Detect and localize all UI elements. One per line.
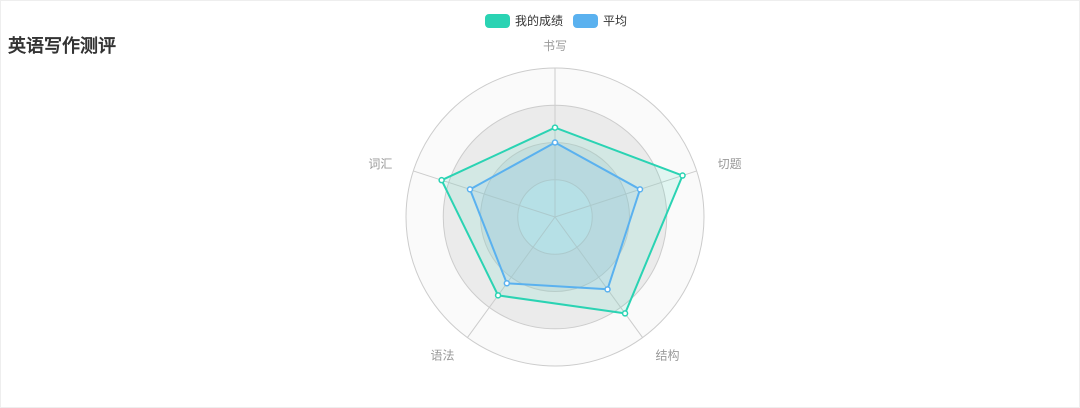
page-title: 英语写作测评 <box>8 36 116 57</box>
series-1-point-0[interactable] <box>551 139 559 146</box>
axis-label-2: 结构 <box>656 347 680 362</box>
series-1-point-3[interactable] <box>503 280 511 287</box>
axis-label-3: 语法 <box>430 348 454 362</box>
series-1-point-4[interactable] <box>466 186 474 193</box>
axis-line-4 <box>413 170 556 218</box>
axis-label-4: 词汇 <box>368 157 392 171</box>
legend-item-1[interactable]: 平均 <box>573 14 627 28</box>
series-0-point-2[interactable] <box>621 310 629 317</box>
legend-item-0[interactable]: 我的成绩 <box>485 13 563 28</box>
legend-swatch-0 <box>485 14 510 28</box>
radar-series <box>438 124 686 317</box>
axis-line-3 <box>467 216 556 338</box>
legend[interactable]: 我的成绩 平均 <box>485 13 627 28</box>
legend-swatch-1 <box>573 14 598 28</box>
series-1-point-1[interactable] <box>636 186 644 193</box>
series-area-1 <box>469 141 641 291</box>
series-0-point-3[interactable] <box>494 292 502 299</box>
series-0[interactable] <box>438 124 686 317</box>
legend-label-0: 我的成绩 <box>515 13 563 28</box>
axis-label-0: 书写 <box>543 39 567 53</box>
series-0-point-1[interactable] <box>679 172 686 179</box>
legend-label-1: 平均 <box>603 14 627 28</box>
axis-line-1 <box>554 170 697 218</box>
series-1-point-2[interactable] <box>604 286 611 293</box>
axis-line-2 <box>554 216 643 338</box>
series-1[interactable] <box>466 139 644 293</box>
series-0-point-0[interactable] <box>551 124 559 131</box>
series-0-point-4[interactable] <box>438 176 445 184</box>
axis-label-1: 切题 <box>718 157 742 171</box>
series-area-0 <box>440 126 684 315</box>
